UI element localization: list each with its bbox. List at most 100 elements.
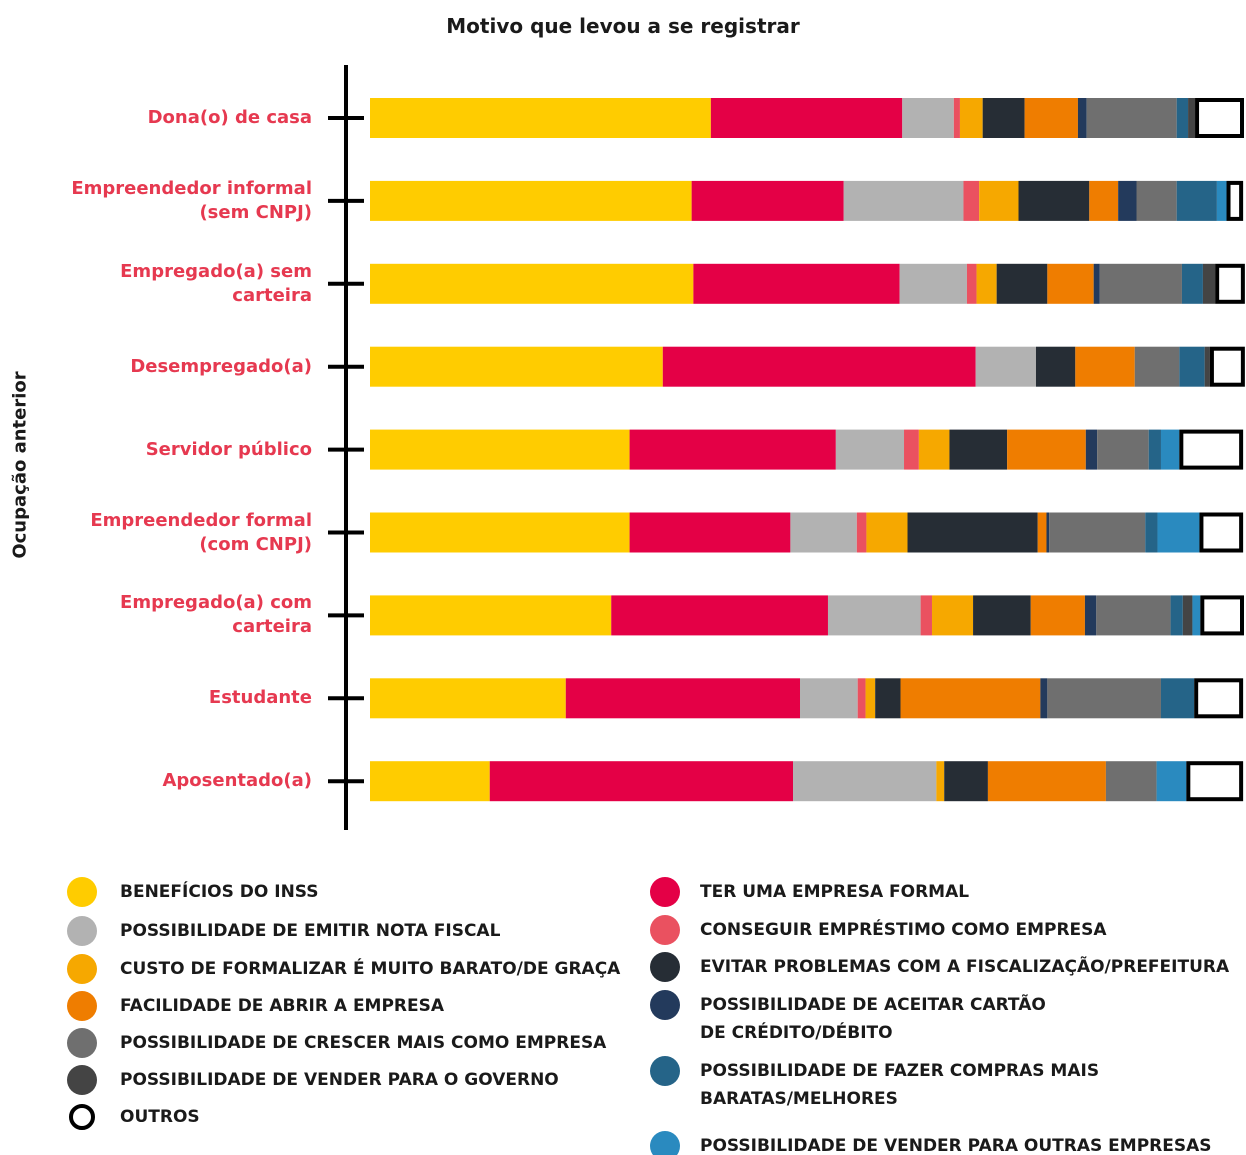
bar-segment [1046,512,1050,553]
bar-segment [793,761,937,802]
legend-marker [67,1065,97,1095]
y-tick-label: Empregado(a) sem carteira [120,260,312,306]
bar-segment [370,180,692,221]
legend-label: POSSIBILIDADE DE VENDER PARA O GOVERNO [120,1070,559,1090]
bar-segment [1179,429,1244,470]
legend-label: POSSIBILIDADE DE ACEITAR CARTÃO DE CRÉDI… [700,995,1046,1043]
bar-segment [835,429,905,470]
y-tick-label: Servidor público [145,438,312,460]
legend-label: POSSIBILIDADE DE EMITIR NOTA FISCAL [120,921,501,941]
bar-segment [1182,595,1193,636]
legend-label: EVITAR PROBLEMAS COM A FISCALIZAÇÃO/PREF… [700,957,1230,977]
bar-segment [1097,429,1149,470]
bar-segment [1156,761,1187,802]
bar-segment [370,263,694,304]
bar-segment [959,98,983,138]
bar-segment [1195,98,1245,138]
bar-segment [800,678,858,719]
bar-segment [1047,263,1094,304]
bar-segment [987,761,1106,802]
bar-segment [1040,678,1048,719]
bar-segment [966,263,977,304]
legend-label: CUSTO DE FORMALIZAR É MUITO BARATO/DE GR… [120,959,621,979]
bar-segment [1084,595,1097,636]
bar-segment [1160,678,1195,719]
bar-segment [370,678,566,719]
bar-segment [1186,761,1244,802]
bar-segment [1145,512,1158,553]
bar-segment [918,429,950,470]
bar-segment [1089,180,1119,221]
bar-segment [857,678,866,719]
bar-segment [1047,678,1161,719]
bar-segment [370,761,490,802]
bar-segment [1204,346,1210,387]
bar-segment [1157,512,1200,553]
legend-label: BENEFÍCIOS DO INSS [120,882,319,902]
bar-segment [662,346,976,387]
legend-label: POSSIBILIDADE DE FAZER COMPRAS MAIS BARA… [700,1061,1100,1109]
bar-segment [370,512,630,553]
bar-segment [976,263,997,304]
legend-marker [650,915,680,945]
y-tick-label: Empreendedor formal (com CNPJ) [90,509,312,555]
legend-marker [67,916,97,946]
bar-segment [982,98,1025,138]
bar-segment [1194,678,1244,719]
bar-segment [1035,346,1076,387]
bar-segment [1007,429,1086,470]
legend-marker [650,990,680,1020]
legend-label: CONSEGUIR EMPRÉSTIMO COMO EMPRESA [700,920,1107,940]
bar-segment [931,595,974,636]
bar-segment [1170,595,1183,636]
bar-segment [1075,346,1135,387]
y-tick-label: Empregado(a) com carteira [120,592,312,638]
bar-segment [900,678,1041,719]
bar-segment [1160,429,1180,470]
chart-title: Motivo que levou a se registrar [446,14,800,38]
legend-marker [650,1056,680,1086]
bar-segment [1181,263,1203,304]
bar-segment [790,512,857,553]
bar-segment [370,346,663,387]
bar-segment [710,98,903,138]
bar-segment [1148,429,1161,470]
legend-marker [67,1028,97,1058]
legend-marker [67,954,97,984]
legend-marker [650,1131,680,1155]
bar-segment [1037,512,1047,553]
bar-segment [629,512,791,553]
bar-segment [902,98,954,138]
bar-segment [611,595,828,636]
bar-segment [866,512,908,553]
bar-segment [370,98,711,138]
bar-segment [1086,98,1177,138]
bar-segment [1188,98,1196,138]
legend-marker [69,1104,95,1130]
bar-segment [1085,429,1098,470]
bar-segment [907,512,1038,553]
y-tick-label: Estudante [208,687,312,709]
bar-segment [875,678,901,719]
bar-segment [489,761,794,802]
bar-segment [1179,346,1205,387]
bar-segment [1096,595,1171,636]
y-tick-label: Empreendedor informal (sem CNPJ) [71,177,312,223]
bar-segment [1118,180,1137,221]
bar-segment [370,429,630,470]
y-tick-label: Desempregado(a) [130,355,312,377]
bar-segment [949,429,1008,470]
bar-segment [979,180,1019,221]
legend-marker [67,991,97,1021]
bar-segment [691,180,844,221]
bar-segment [565,678,801,719]
bar-segment [1200,595,1245,636]
legend-marker [650,877,680,907]
legend-marker [650,952,680,982]
legend-label: TER UMA EMPRESA FORMAL [700,882,970,902]
y-tick-label: Dona(o) de casa [147,107,312,128]
legend-marker [67,877,97,907]
bar-segment [944,761,988,802]
bar-segment [1024,98,1078,138]
